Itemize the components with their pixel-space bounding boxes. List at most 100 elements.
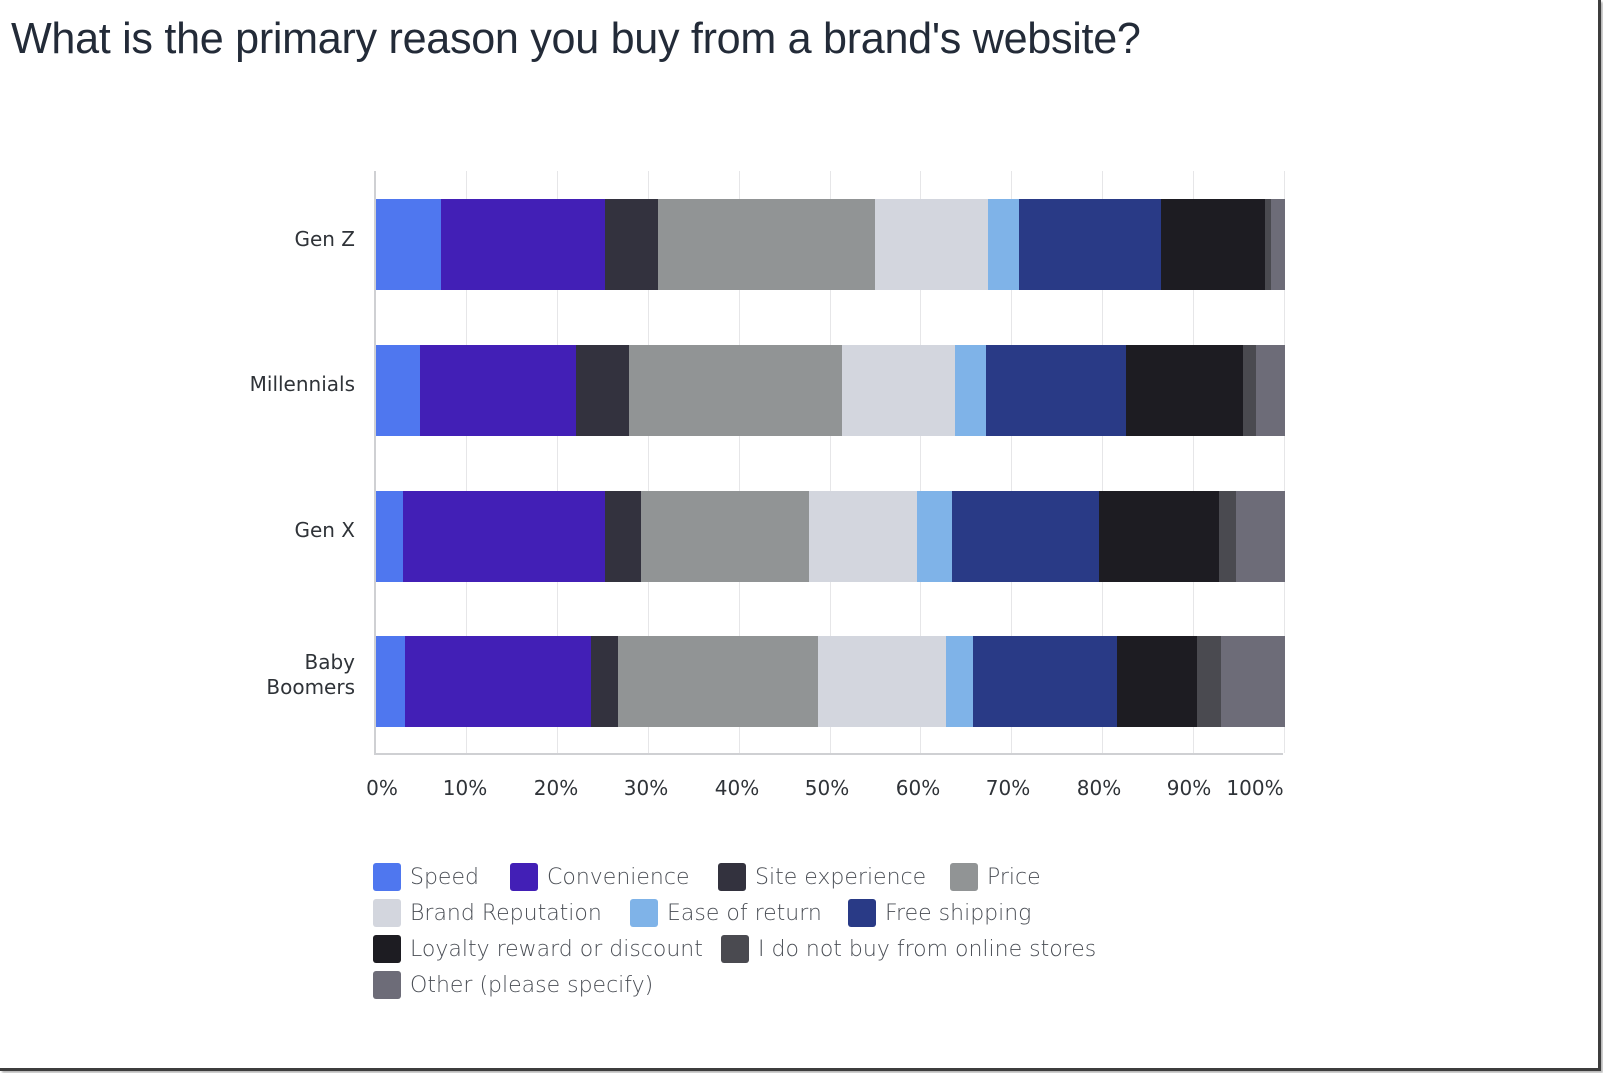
legend-item-loyalty-reward-or-discount[interactable]: Loyalty reward or discount <box>373 934 703 964</box>
legend-swatch-icon <box>373 863 401 891</box>
x-tick-label: 60% <box>895 776 941 800</box>
bar-segment-price[interactable] <box>641 491 809 582</box>
legend-label: Convenience <box>547 864 690 890</box>
legend-item-site-experience[interactable]: Site experience <box>718 862 926 892</box>
x-tick-label: 90% <box>1166 776 1212 800</box>
legend-item-i-do-not-buy-from-online-stores[interactable]: I do not buy from online stores <box>721 934 1096 964</box>
gridline <box>647 171 649 753</box>
gridline <box>1011 171 1013 753</box>
x-tick-label: 100% <box>1226 776 1284 800</box>
bar-segment-price[interactable] <box>617 636 818 727</box>
bar-segment-price[interactable] <box>628 345 843 436</box>
legend-label: Other (please specify) <box>410 972 654 998</box>
legend-swatch-icon <box>721 935 749 963</box>
bar-segment-ease-of-return[interactable] <box>987 199 1019 290</box>
bar-segment-speed[interactable] <box>376 345 420 436</box>
legend-swatch-icon <box>630 899 658 927</box>
legend-item-brand-reputation[interactable]: Brand Reputation <box>373 898 602 928</box>
legend-swatch-icon <box>373 899 401 927</box>
gridline <box>829 171 831 753</box>
bar-segment-site-experience[interactable] <box>605 491 642 582</box>
bar-segment-other-please-specify[interactable] <box>1271 199 1285 290</box>
legend-label: Ease of return <box>667 900 822 926</box>
bar-segment-convenience[interactable] <box>419 345 576 436</box>
bar-segment-other-please-specify[interactable] <box>1235 491 1285 582</box>
bar-segment-speed[interactable] <box>376 491 404 582</box>
bar-segment-convenience[interactable] <box>405 636 592 727</box>
legend-label: Free shipping <box>885 900 1032 926</box>
legend-label: Loyalty reward or discount <box>410 936 703 962</box>
legend-label: I do not buy from online stores <box>758 936 1097 962</box>
y-label-gen-z: Gen Z <box>294 227 355 251</box>
bar-segment-loyalty-reward-or-discount[interactable] <box>1116 636 1197 727</box>
bar-segment-site-experience[interactable] <box>575 345 629 436</box>
gridline <box>920 171 922 753</box>
gridline <box>556 171 558 753</box>
bar-segment-i-do-not-buy-from-online-stores[interactable] <box>1196 636 1222 727</box>
x-tick-label: 50% <box>804 776 850 800</box>
bar-millennials <box>376 345 1285 436</box>
gridline <box>738 171 740 753</box>
legend-item-ease-of-return[interactable]: Ease of return <box>630 898 822 928</box>
legend-label: Site experience <box>755 864 927 890</box>
bar-segment-loyalty-reward-or-discount[interactable] <box>1098 491 1219 582</box>
legend-swatch-icon <box>373 971 401 999</box>
bar-segment-speed[interactable] <box>376 636 406 727</box>
legend-item-free-shipping[interactable]: Free shipping <box>848 898 1031 928</box>
x-tick-label: 20% <box>533 776 579 800</box>
x-tick-label: 80% <box>1076 776 1122 800</box>
gridline <box>1102 171 1104 753</box>
bar-segment-brand-reputation[interactable] <box>842 345 955 436</box>
bar-segment-ease-of-return[interactable] <box>945 636 974 727</box>
bar-segment-i-do-not-buy-from-online-stores[interactable] <box>1218 491 1236 582</box>
bar-segment-other-please-specify[interactable] <box>1255 345 1285 436</box>
bar-segment-brand-reputation[interactable] <box>875 199 988 290</box>
legend-swatch-icon <box>718 863 746 891</box>
bar-segment-brand-reputation[interactable] <box>817 636 946 727</box>
bar-segment-i-do-not-buy-from-online-stores[interactable] <box>1243 345 1256 436</box>
bar-segment-brand-reputation[interactable] <box>808 491 917 582</box>
x-tick-label: 0% <box>366 776 398 800</box>
bar-baby-boomers <box>376 636 1285 727</box>
bar-segment-free-shipping[interactable] <box>985 345 1126 436</box>
legend-item-other-please-specify[interactable]: Other (please specify) <box>373 970 653 1000</box>
x-tick-label: 40% <box>714 776 760 800</box>
bar-segment-convenience[interactable] <box>440 199 606 290</box>
bar-segment-free-shipping[interactable] <box>952 491 1099 582</box>
bar-segment-free-shipping[interactable] <box>973 636 1117 727</box>
legend-item-convenience[interactable]: Convenience <box>510 862 689 892</box>
y-label-baby-boomers-line2: Boomers <box>266 675 355 699</box>
bar-segment-convenience[interactable] <box>403 491 606 582</box>
bar-gen-x <box>376 491 1285 582</box>
bar-segment-loyalty-reward-or-discount[interactable] <box>1125 345 1244 436</box>
y-label-millennials: Millennials <box>249 372 355 396</box>
legend-item-price[interactable]: Price <box>950 862 1041 892</box>
bar-segment-price[interactable] <box>657 199 876 290</box>
chart-title: What is the primary reason you buy from … <box>11 14 1141 63</box>
bar-segment-speed[interactable] <box>376 199 441 290</box>
bar-gen-z <box>376 199 1285 290</box>
legend-swatch-icon <box>510 863 538 891</box>
plot-area <box>374 171 1285 755</box>
legend-label: Brand Reputation <box>410 900 602 926</box>
bar-segment-site-experience[interactable] <box>605 199 658 290</box>
x-tick-label: 70% <box>985 776 1031 800</box>
legend-label: Price <box>987 864 1041 890</box>
y-label-baby-boomers: Baby Boomers <box>266 650 355 700</box>
y-label-gen-x: Gen X <box>294 518 355 542</box>
bar-segment-ease-of-return[interactable] <box>955 345 986 436</box>
legend-item-speed[interactable]: Speed <box>373 862 479 892</box>
bar-segment-loyalty-reward-or-discount[interactable] <box>1161 199 1265 290</box>
gridline <box>1284 171 1285 753</box>
bar-segment-site-experience[interactable] <box>591 636 618 727</box>
legend-swatch-icon <box>848 899 876 927</box>
bar-segment-ease-of-return[interactable] <box>916 491 953 582</box>
bar-segment-free-shipping[interactable] <box>1018 199 1162 290</box>
bar-segment-i-do-not-buy-from-online-stores[interactable] <box>1264 199 1272 290</box>
gridline <box>465 171 467 753</box>
x-tick-label: 30% <box>623 776 669 800</box>
x-tick-label: 10% <box>442 776 488 800</box>
bar-segment-other-please-specify[interactable] <box>1221 636 1285 727</box>
legend-swatch-icon <box>373 935 401 963</box>
